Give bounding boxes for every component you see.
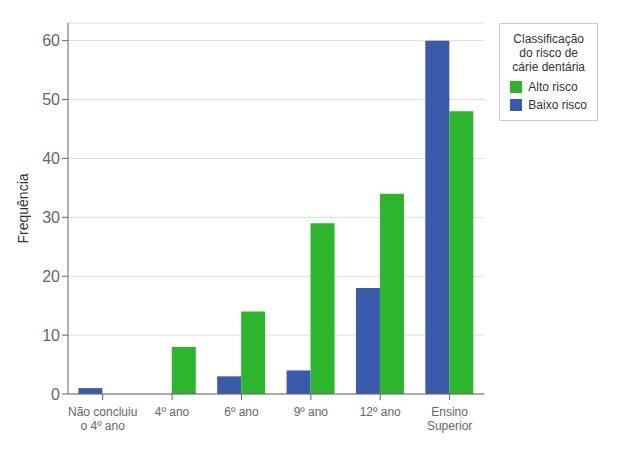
html-text:Baixo risco: Baixo risco — [528, 98, 587, 112]
svg-text:40: 40 — [42, 150, 60, 167]
svg-text:6º ano: 6º ano — [224, 405, 259, 419]
svg-text:0: 0 — [51, 386, 60, 403]
svg-text:Não concluiuo 4º ano: Não concluiuo 4º ano — [68, 405, 137, 433]
svg-text:EnsinoSuperior: EnsinoSuperior — [427, 405, 472, 433]
svg-text:10: 10 — [42, 327, 60, 344]
svg-text:30: 30 — [42, 209, 60, 226]
svg-text:60: 60 — [42, 32, 60, 49]
svg-text:50: 50 — [42, 91, 60, 108]
html-text:Alto risco: Alto risco — [528, 80, 578, 94]
svg-text:12º ano: 12º ano — [360, 405, 401, 419]
svg-text:4º ano: 4º ano — [155, 405, 190, 419]
svg-text:9º ano: 9º ano — [294, 405, 329, 419]
svg-text:Frequência: Frequência — [15, 173, 31, 243]
html-text:Classificação do risco de cári: Classificação do risco de cárie dentária — [512, 32, 585, 74]
svg-text:20: 20 — [42, 268, 60, 285]
